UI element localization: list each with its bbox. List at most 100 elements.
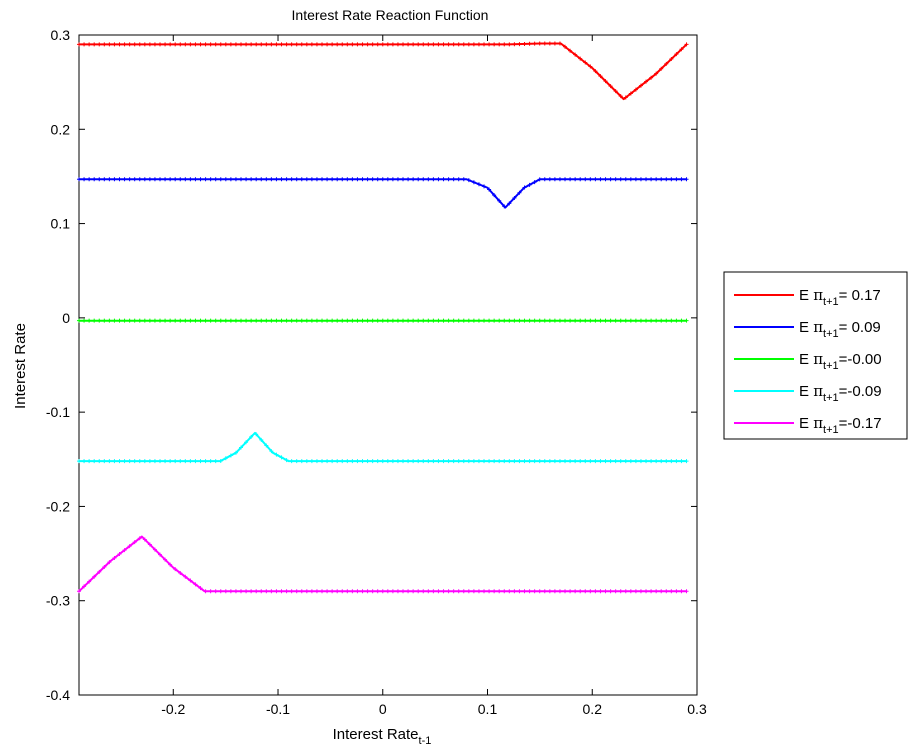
series-marker xyxy=(482,42,487,47)
series-marker xyxy=(375,459,380,464)
series-marker xyxy=(102,42,107,47)
series-marker xyxy=(659,177,664,182)
y-axis-label: Interest Rate xyxy=(12,323,29,409)
series-marker xyxy=(168,177,173,182)
series-marker xyxy=(335,177,340,182)
series-marker xyxy=(254,177,259,182)
series-marker xyxy=(542,589,547,594)
series-marker xyxy=(380,318,385,323)
series-marker xyxy=(223,177,228,182)
series-marker xyxy=(375,318,380,323)
series-marker xyxy=(598,589,603,594)
series-marker xyxy=(360,459,365,464)
series-marker xyxy=(476,318,481,323)
series-marker xyxy=(628,459,633,464)
legend-entry: E πt+1= 0.09 xyxy=(734,318,881,340)
series-marker xyxy=(132,177,137,182)
series-marker xyxy=(178,570,183,575)
series-marker xyxy=(492,318,497,323)
series-marker xyxy=(168,562,173,567)
series-marker xyxy=(527,318,532,323)
series-marker xyxy=(487,42,492,47)
legend-value: =-0.17 xyxy=(839,415,882,432)
series-marker xyxy=(527,41,532,46)
legend-entry: E πt+1=-0.09 xyxy=(734,382,882,404)
series-marker xyxy=(208,318,213,323)
series-marker xyxy=(522,41,527,46)
series-marker xyxy=(97,569,102,574)
series-marker xyxy=(289,318,294,323)
series-marker xyxy=(618,459,623,464)
series-marker xyxy=(92,42,97,47)
series-marker xyxy=(426,177,431,182)
series-marker xyxy=(638,177,643,182)
legend-value: =-0.00 xyxy=(839,351,882,368)
series-marker xyxy=(568,177,573,182)
series-marker xyxy=(284,318,289,323)
series-marker xyxy=(365,177,370,182)
series-marker xyxy=(497,42,502,47)
series-marker xyxy=(669,318,674,323)
series-marker xyxy=(512,589,517,594)
series-marker xyxy=(112,555,117,560)
series-marker xyxy=(644,177,649,182)
series-marker xyxy=(390,177,395,182)
series-marker xyxy=(193,177,198,182)
x-tick-label: 0.1 xyxy=(478,701,498,717)
series-marker xyxy=(127,42,132,47)
series-marker xyxy=(613,589,618,594)
legend-label: E πt+1= 0.09 xyxy=(799,318,881,340)
series-marker xyxy=(137,42,142,47)
series-marker xyxy=(411,42,416,47)
series-marker xyxy=(456,177,461,182)
series-marker xyxy=(330,589,335,594)
series-marker xyxy=(684,589,689,594)
series-4 xyxy=(77,535,689,594)
series-marker xyxy=(193,459,198,464)
series-marker xyxy=(613,177,618,182)
series-marker xyxy=(421,318,426,323)
series-marker xyxy=(132,42,137,47)
series-marker xyxy=(168,42,173,47)
series-marker xyxy=(628,177,633,182)
series-marker xyxy=(563,44,568,49)
series-marker xyxy=(82,318,87,323)
y-tick-label: -0.4 xyxy=(46,687,70,703)
series-marker xyxy=(603,318,608,323)
series-marker xyxy=(664,177,669,182)
series-marker xyxy=(82,177,87,182)
series-marker xyxy=(664,589,669,594)
series-marker xyxy=(294,177,299,182)
series-marker xyxy=(249,177,254,182)
series-marker xyxy=(335,589,340,594)
series-marker xyxy=(254,318,259,323)
series-marker xyxy=(132,540,137,545)
series-marker xyxy=(451,318,456,323)
series-marker xyxy=(628,589,633,594)
series-marker xyxy=(547,41,552,46)
series-marker xyxy=(517,42,522,47)
series-marker xyxy=(340,589,345,594)
series-marker xyxy=(593,459,598,464)
series-marker xyxy=(152,459,157,464)
series-marker xyxy=(593,318,598,323)
series-marker xyxy=(476,589,481,594)
legend-entry: E πt+1=-0.00 xyxy=(734,350,882,372)
series-marker xyxy=(325,459,330,464)
series-marker xyxy=(137,177,142,182)
series-marker xyxy=(568,318,573,323)
series-marker xyxy=(593,177,598,182)
series-marker xyxy=(401,177,406,182)
series-marker xyxy=(122,548,127,553)
series-marker xyxy=(578,589,583,594)
legend-entries: E πt+1= 0.17E πt+1= 0.09E πt+1=-0.00E πt… xyxy=(734,286,882,436)
series-marker xyxy=(173,42,178,47)
series-marker xyxy=(385,177,390,182)
series-marker xyxy=(568,459,573,464)
series-marker xyxy=(289,177,294,182)
series-marker xyxy=(482,318,487,323)
series-marker xyxy=(482,459,487,464)
series-marker xyxy=(684,42,689,47)
series-marker xyxy=(107,560,112,565)
series-marker xyxy=(198,586,203,591)
